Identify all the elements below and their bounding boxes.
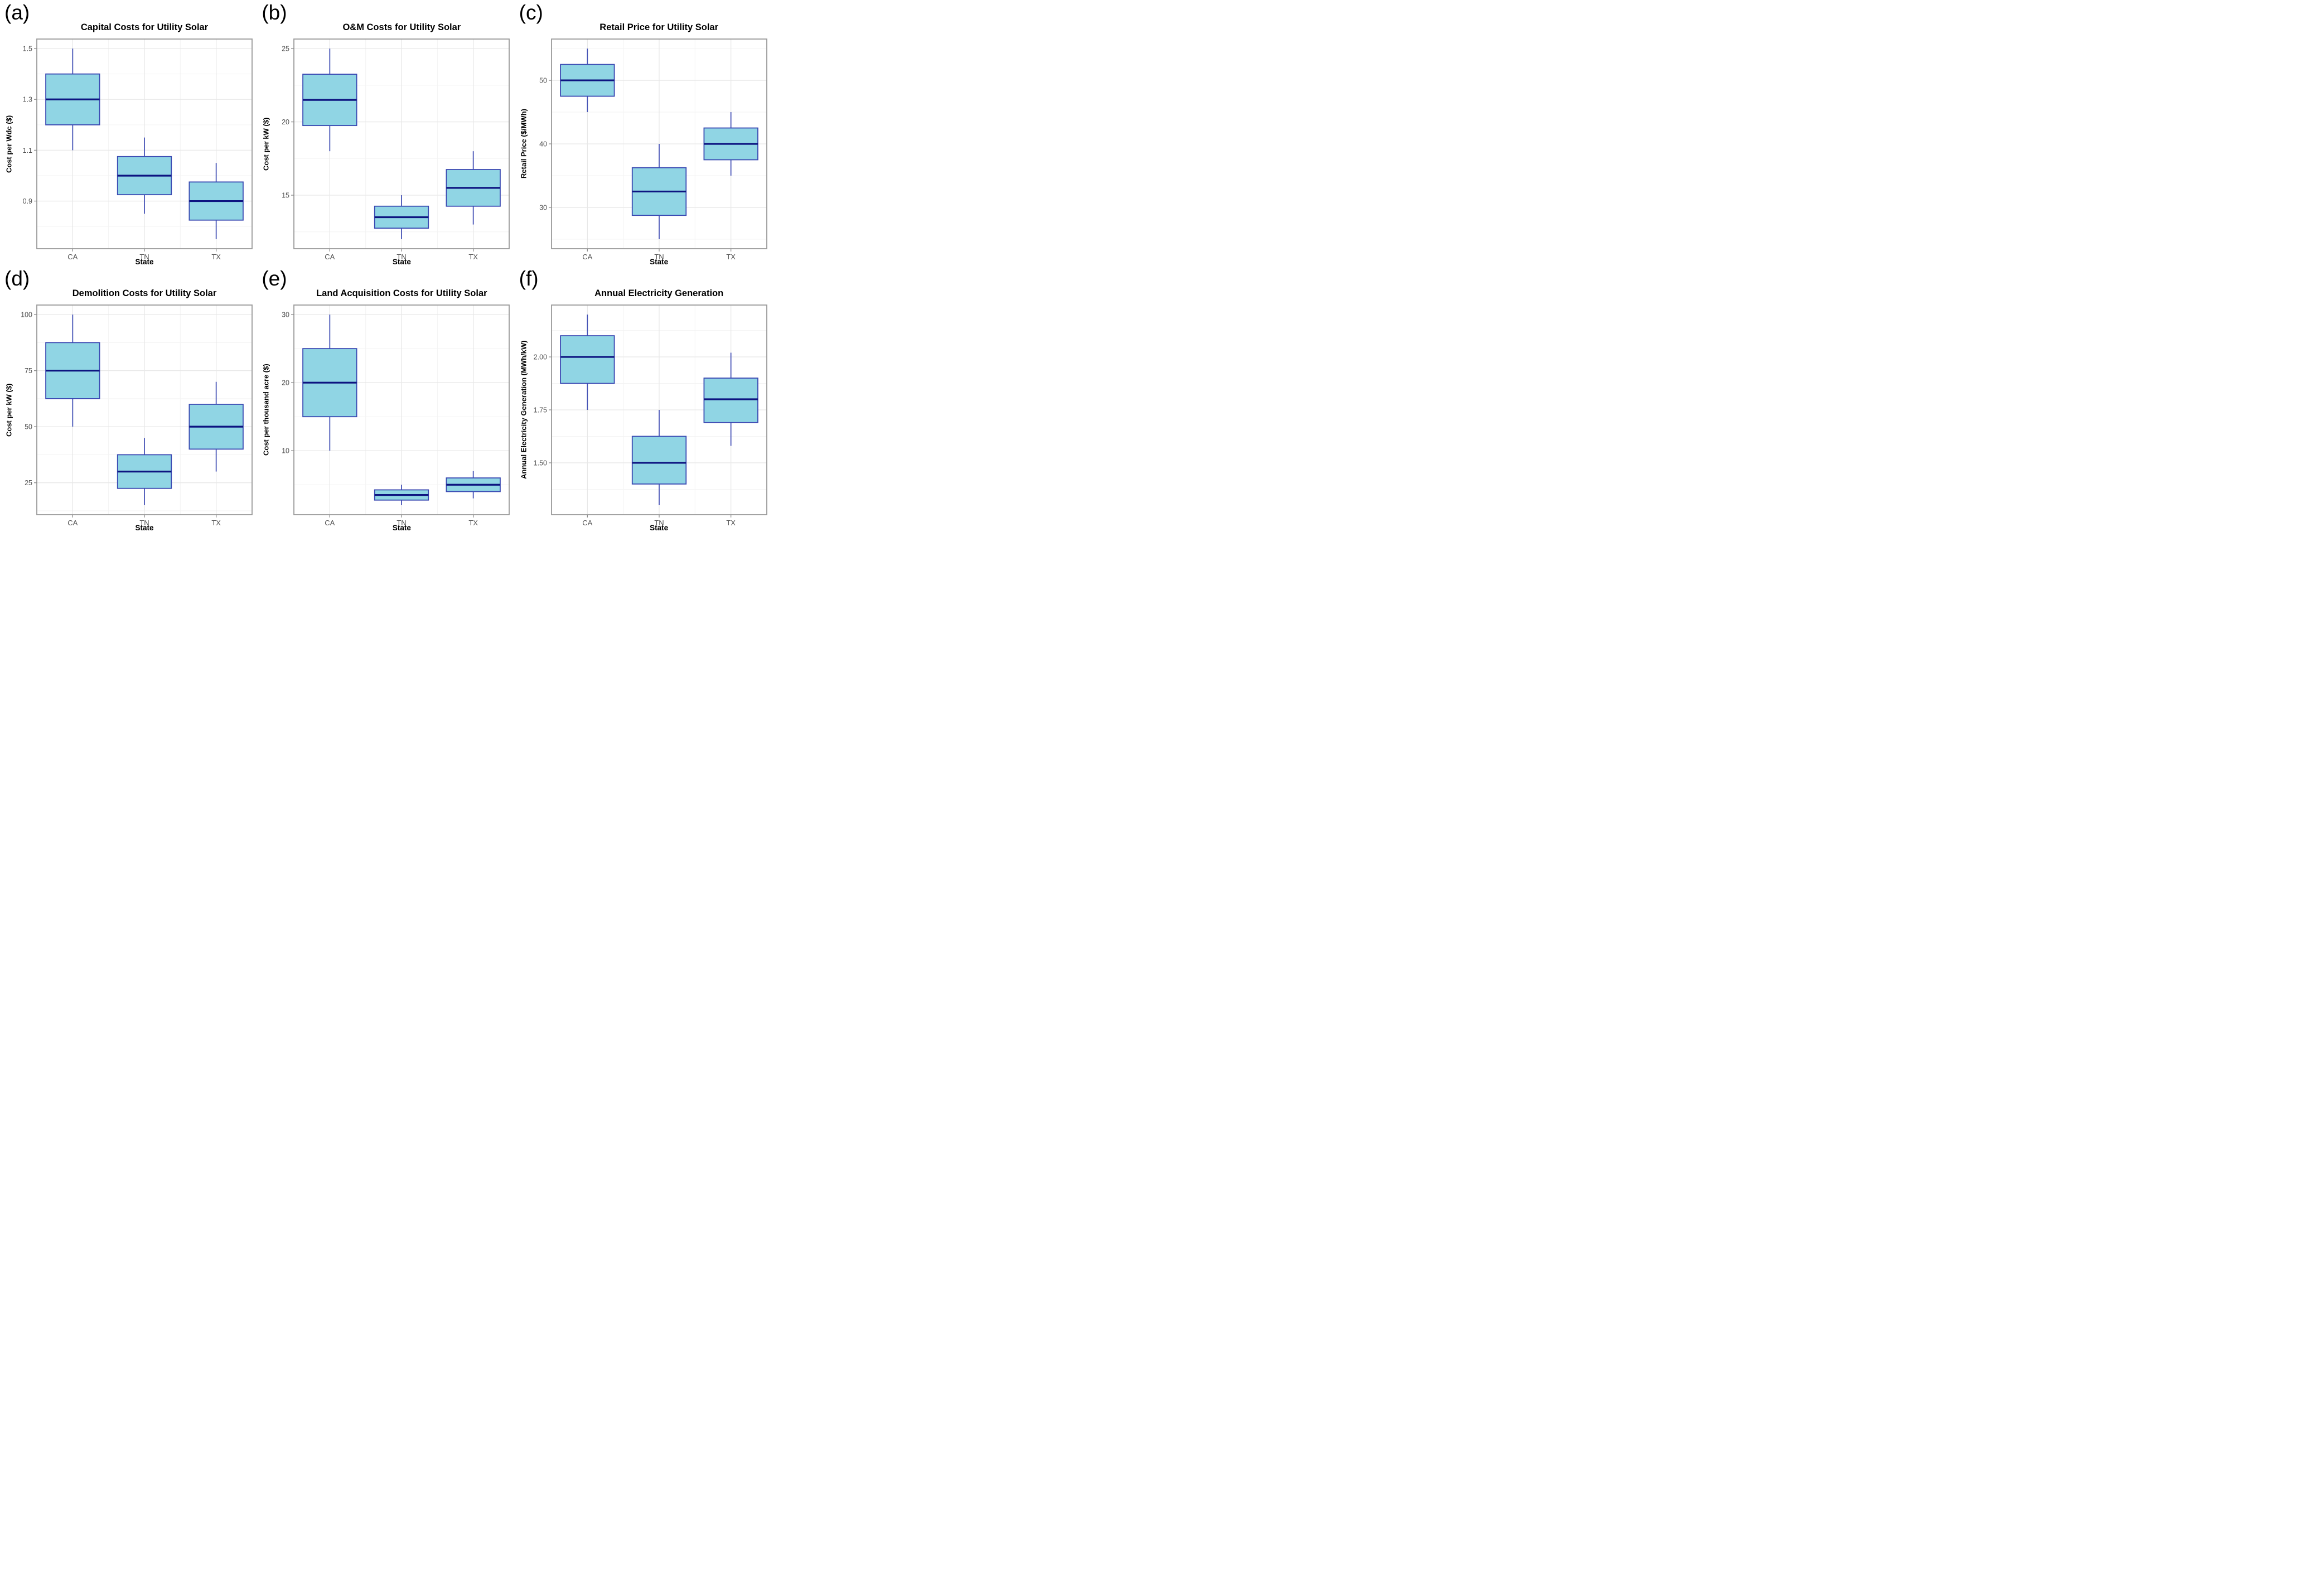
boxplot-chart-c: 30 40 50 CA TN TX [539, 38, 767, 261]
x-tick-label-TX: TX [469, 253, 478, 261]
x-tick-label-TX: TX [211, 253, 221, 261]
box-CA [559, 335, 615, 384]
x-tick-label-TN: TN [397, 519, 407, 527]
y-tick-label-40: 40 [539, 140, 547, 148]
y-tick-label-100: 100 [21, 311, 32, 318]
x-tick-label-TN: TN [139, 519, 149, 527]
x-axis-title-f: State [650, 524, 669, 532]
chart-title-c: Retail Price for Utility Solar [599, 22, 719, 32]
y-tick-label-0.9: 0.9 [23, 197, 32, 205]
y-tick-label-15: 15 [282, 191, 289, 199]
y-tick-label-25: 25 [282, 45, 289, 52]
y-tick-label-50: 50 [539, 76, 547, 84]
y-tick-label-75: 75 [25, 367, 32, 375]
panel-d: 25 50 75 100 CA TN TX (d) Demolition Costs for… [0, 266, 258, 532]
y-tick-label-2: 2.00 [533, 353, 547, 361]
x-tick-label-TN: TN [654, 519, 664, 527]
y-tick-label-50: 50 [25, 423, 32, 431]
y-axis-title-a: Cost per Wdc ($) [4, 115, 13, 173]
panel-letter-c: (c) [519, 1, 543, 24]
y-tick-label-20: 20 [282, 118, 289, 126]
panel-letter-e: (e) [262, 267, 287, 290]
panel-c: 30 40 50 CA TN TX (c) Retail Price for Utilit… [514, 0, 772, 266]
x-axis-title-a: State [135, 258, 154, 266]
y-tick-label-1.75: 1.75 [533, 406, 547, 414]
panel-letter-a: (a) [4, 1, 30, 24]
chart-title-b: O&M Costs for Utility Solar [342, 22, 461, 32]
y-axis-title-b: Cost per kW ($) [262, 117, 270, 171]
box-TN [631, 436, 686, 485]
x-tick-label-CA: CA [67, 519, 78, 527]
x-tick-label-TN: TN [397, 253, 407, 261]
x-tick-label-CA: CA [325, 519, 335, 527]
x-tick-label-TX: TX [726, 519, 736, 527]
x-tick-label-CA: CA [325, 253, 335, 261]
y-tick-label-1.1: 1.1 [23, 147, 32, 154]
panel-border [550, 304, 767, 515]
y-tick-label-25: 25 [25, 479, 32, 487]
panel-letter-d: (d) [4, 267, 30, 290]
panel-border [36, 304, 253, 515]
y-tick-label-10: 10 [282, 447, 289, 455]
chart-title-d: Demolition Costs for Utility Solar [72, 288, 217, 298]
x-axis-title-b: State [392, 258, 411, 266]
boxplot-chart-d: 25 50 75 100 CA TN TX [21, 304, 253, 527]
boxplot-chart-f: 1.50 1.75 2.00 CA TN TX [533, 304, 767, 527]
x-tick-label-CA: CA [67, 253, 78, 261]
y-tick-label-1.5: 1.5 [23, 45, 32, 52]
panel-b: 15 20 25 CA TN TX (b) O&M Costs for Utility S… [257, 0, 515, 266]
x-axis-title-d: State [135, 524, 154, 532]
y-tick-label-1.3: 1.3 [23, 96, 32, 104]
y-tick-label-20: 20 [282, 379, 289, 387]
y-axis-title-c: Retail Price ($/MWh) [519, 109, 528, 179]
chart-title-f: Annual Electricity Generation [594, 288, 724, 298]
y-axis-title-e: Cost per thousand acre ($) [262, 364, 270, 456]
x-tick-label-TX: TX [726, 253, 736, 261]
figure-grid: 0.9 1.1 1.3 1.5 CA TN TX (a) Capital Costs for… [0, 0, 772, 532]
y-tick-label-30: 30 [539, 204, 547, 211]
chart-title-e: Land Acquisition Costs for Utility Solar [316, 288, 487, 298]
x-tick-label-TX: TX [211, 519, 221, 527]
panel-letter-b: (b) [262, 1, 287, 24]
boxplot-chart-e: 10 20 30 CA TN TX [282, 304, 510, 527]
boxplot-chart-a: 0.9 1.1 1.3 1.5 CA TN TX [23, 38, 253, 261]
panel-border [293, 304, 510, 515]
x-tick-label-TN: TN [654, 253, 664, 261]
panel-f: 1.50 1.75 2.00 CA TN TX (f) Annual Electricit… [514, 266, 772, 532]
x-tick-label-TN: TN [139, 253, 149, 261]
y-axis-title-d: Cost per kW ($) [4, 383, 13, 437]
panel-e: 10 20 30 CA TN TX (e) Land Acquisition Costs … [257, 266, 515, 532]
panel-letter-f: (f) [519, 267, 539, 290]
x-tick-label-CA: CA [582, 253, 592, 261]
y-tick-label-30: 30 [282, 311, 289, 318]
chart-title-a: Capital Costs for Utility Solar [80, 22, 209, 32]
y-tick-label-1.5: 1.50 [533, 459, 547, 467]
x-axis-title-e: State [392, 524, 411, 532]
x-axis-title-c: State [650, 258, 669, 266]
box-TX [703, 378, 758, 423]
x-tick-label-TX: TX [469, 519, 478, 527]
panel-a: 0.9 1.1 1.3 1.5 CA TN TX (a) Capital Costs for… [0, 0, 258, 266]
y-axis-title-f: Annual Electricity Generation (MWh/kW) [519, 340, 528, 480]
x-tick-label-CA: CA [582, 519, 592, 527]
boxplot-chart-b: 15 20 25 CA TN TX [282, 38, 510, 261]
